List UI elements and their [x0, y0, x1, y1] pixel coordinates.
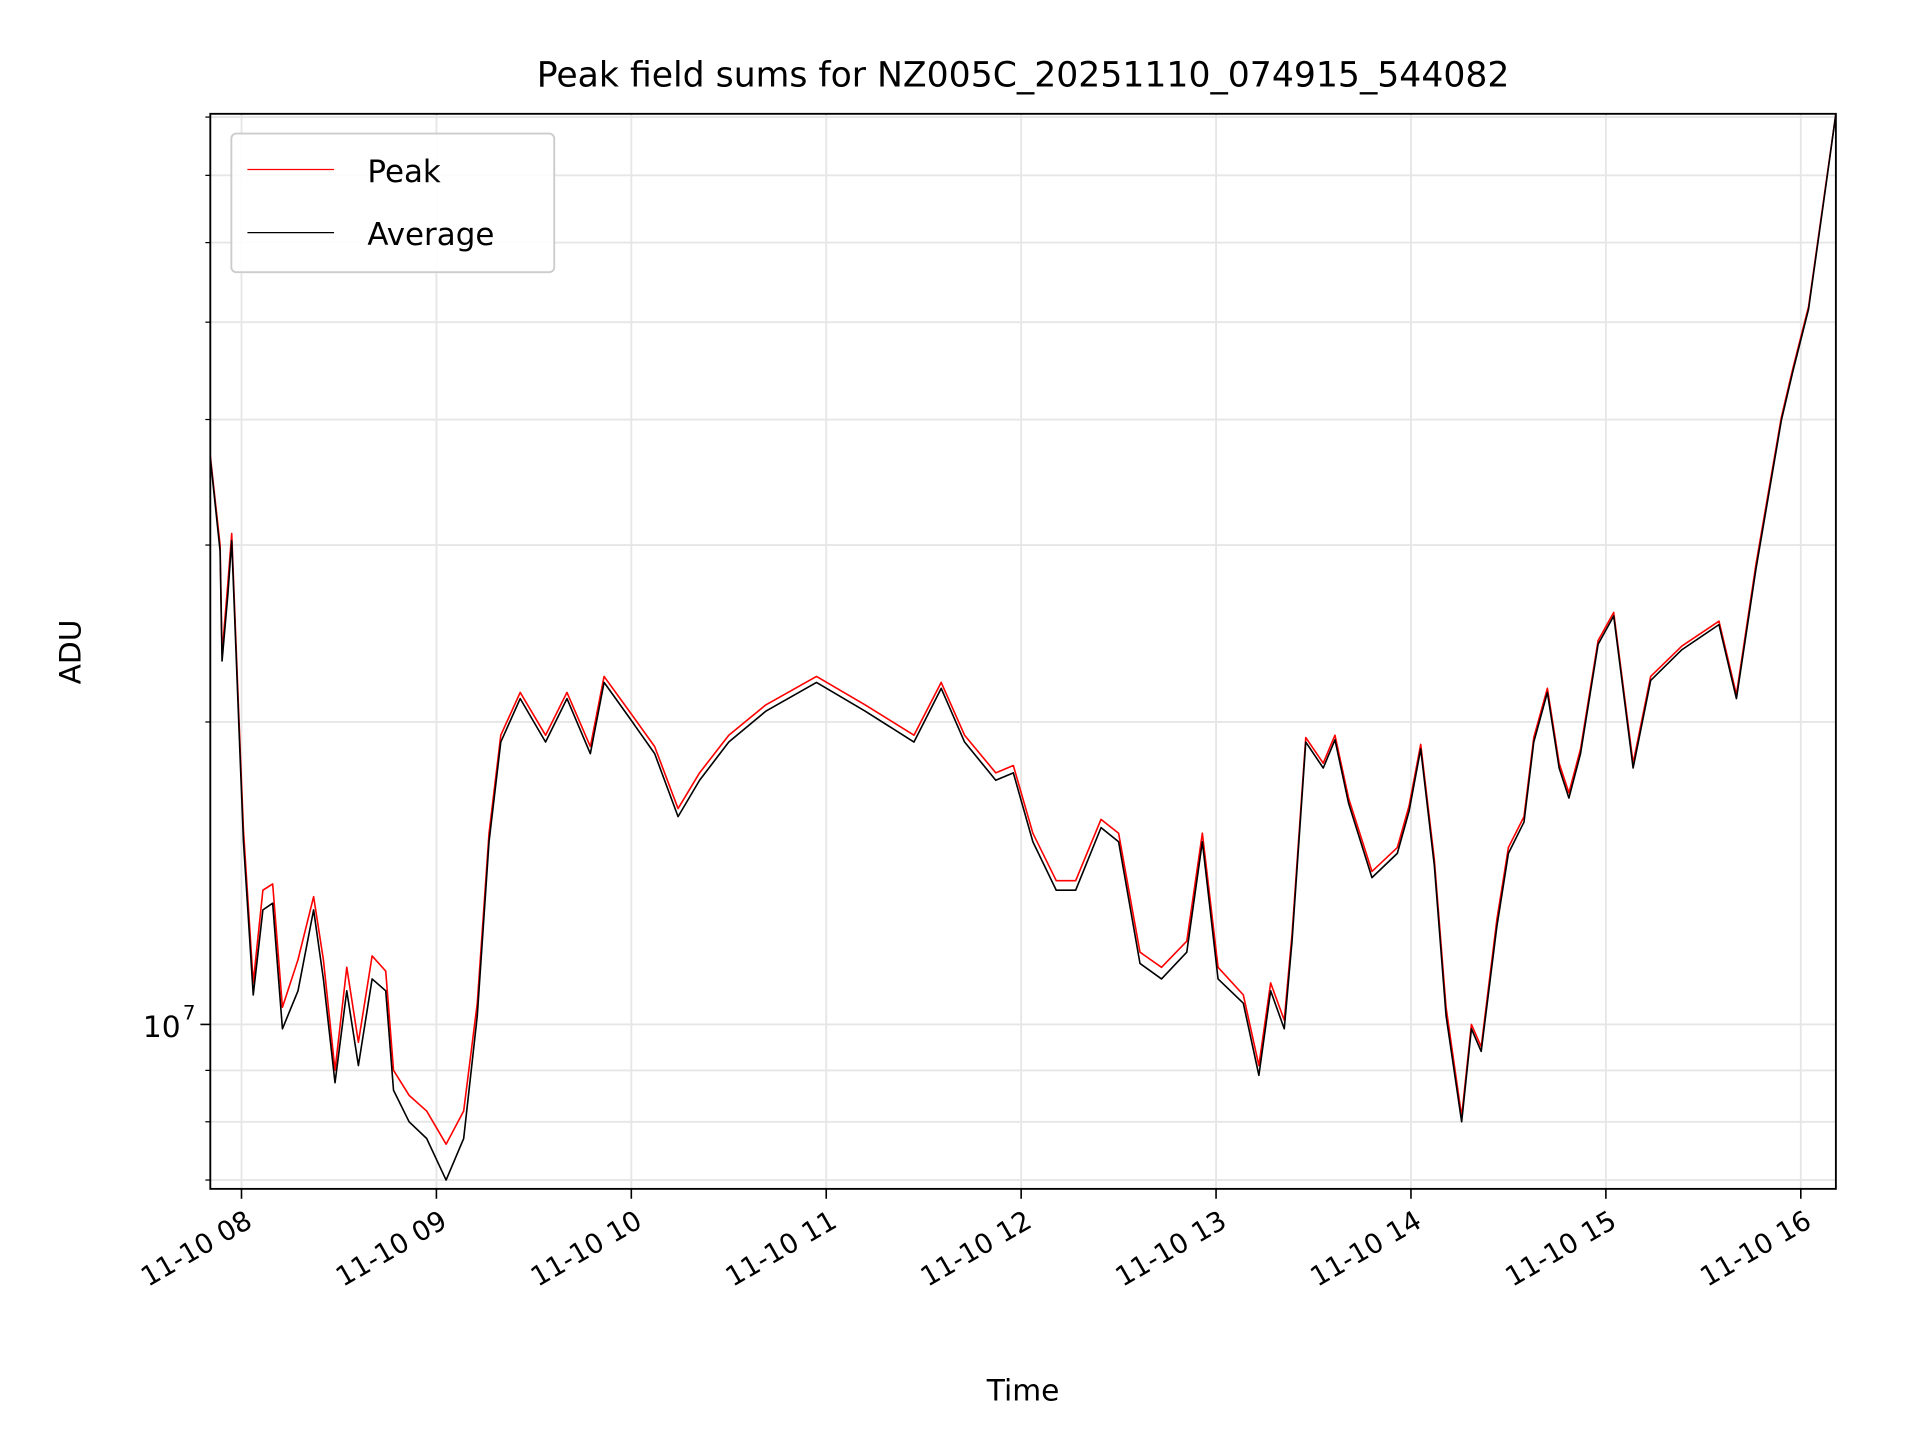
grid [210, 113, 1836, 1189]
axes-frame [209, 112, 1837, 1190]
legend-box [230, 132, 556, 274]
y-tick-label-exponent: 7 [183, 1001, 196, 1024]
series-line-average [209, 113, 1837, 1181]
legend: Peak Average [230, 132, 556, 274]
chart-title: Peak field sums for NZ005C_20251110_0749… [537, 56, 1510, 96]
plot-lines [209, 113, 1837, 1181]
y-tick-label: 10 [143, 1010, 181, 1045]
legend-peak-label: Peak [367, 154, 440, 190]
y-axis-label: ADU [53, 620, 88, 685]
x-axis-label: Time [986, 1373, 1060, 1408]
legend-average-label: Average [367, 217, 494, 253]
